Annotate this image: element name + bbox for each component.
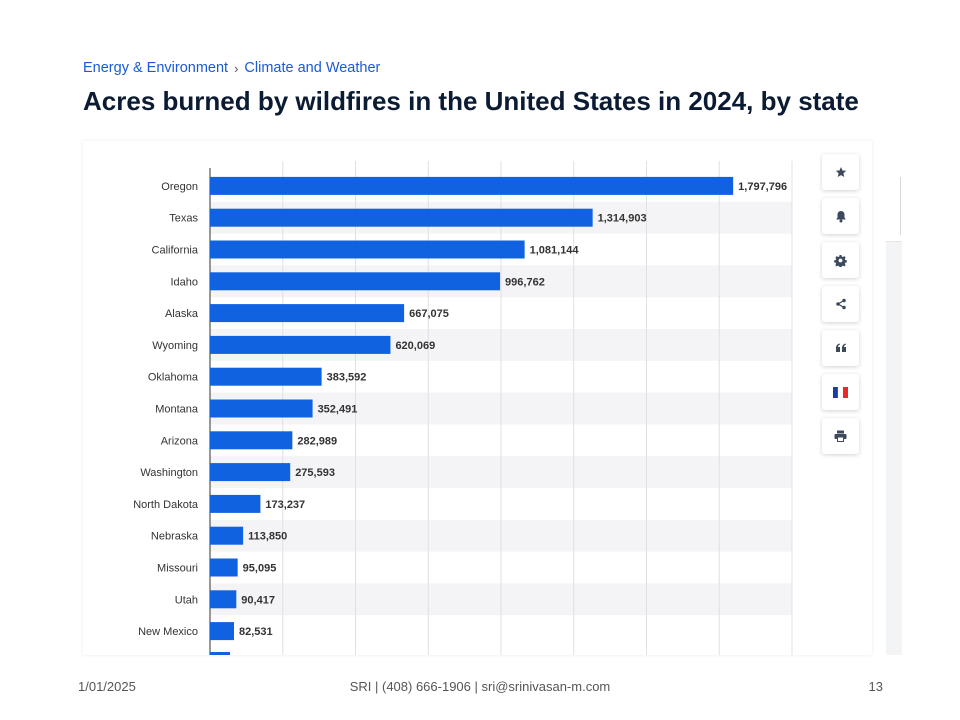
print-button[interactable] (822, 418, 859, 454)
print-icon (834, 430, 847, 442)
bar (210, 622, 235, 641)
bar (210, 335, 391, 354)
data-label: 1,081,144 (530, 245, 580, 257)
data-label: 383,592 (327, 372, 367, 384)
bar (210, 590, 237, 609)
bar (210, 176, 734, 195)
notification-button[interactable] (822, 198, 859, 234)
data-label: 90,417 (241, 594, 275, 606)
gear-icon (834, 254, 847, 267)
bar (210, 240, 525, 259)
data-label: 667,075 (409, 308, 449, 320)
chart-card: Oregon 1,797,796 Texas 1,314,903 California 1… (83, 141, 872, 655)
category-label: North Dakota (133, 499, 199, 511)
french-flag-icon (833, 386, 848, 398)
bar (210, 208, 593, 227)
share-icon (835, 298, 847, 310)
side-panel (886, 141, 903, 655)
category-label: Montana (155, 404, 199, 416)
data-label: 82,531 (239, 626, 273, 638)
footer-contact: SRI | (408) 666-1906 | sri@srinivasan-m.… (349, 679, 611, 694)
data-label: 275,593 (295, 467, 335, 479)
data-label: 113,850 (248, 531, 287, 543)
share-button[interactable] (822, 286, 859, 322)
quote-icon (835, 343, 847, 353)
category-label: Utah (175, 594, 198, 606)
category-label: Oregon (161, 181, 198, 193)
side-panel-divider (900, 177, 903, 235)
bar (210, 526, 244, 545)
data-label: 282,989 (297, 435, 337, 447)
favorite-button[interactable] (822, 154, 859, 190)
settings-button[interactable] (822, 242, 859, 278)
bar (210, 272, 501, 291)
cite-button[interactable] (822, 330, 859, 366)
language-button[interactable] (822, 374, 859, 410)
side-panel-box (886, 141, 902, 242)
breadcrumb-energy-environment[interactable]: Energy & Environment (83, 60, 229, 76)
category-label: California (152, 245, 199, 257)
category-label: Washington (140, 467, 198, 479)
bar (210, 367, 322, 386)
bar-chart: Oregon 1,797,796 Texas 1,314,903 California 1… (133, 161, 793, 655)
category-label: Oklahoma (148, 372, 199, 384)
breadcrumb-separator: › (234, 60, 239, 76)
bar (210, 304, 405, 323)
star-icon (835, 166, 847, 178)
category-label: New Mexico (138, 626, 198, 638)
category-label: Arizona (161, 435, 199, 447)
category-label: Texas (169, 213, 198, 225)
category-label: Wyoming (152, 340, 198, 352)
breadcrumb: Energy & Environment › Climate and Weath… (83, 60, 380, 76)
data-label: 95,095 (243, 563, 277, 575)
category-label: Missouri (157, 563, 198, 575)
data-label: 996,762 (505, 276, 545, 288)
bar (210, 494, 261, 513)
bar (210, 463, 291, 482)
bell-icon (835, 210, 847, 223)
chart-toolbar (822, 154, 859, 454)
bar (210, 431, 293, 450)
category-label: Idaho (170, 276, 198, 288)
footer-page-number: 13 (868, 679, 883, 694)
page-title: Acres burned by wildfires in the United … (83, 86, 859, 116)
data-label: 1,314,903 (598, 213, 647, 225)
breadcrumb-climate-weather[interactable]: Climate and Weather (244, 60, 381, 76)
category-label: Alaska (165, 308, 199, 320)
data-label: 1,797,796 (738, 181, 787, 193)
data-label: 173,237 (265, 499, 305, 511)
bar (210, 558, 238, 577)
category-label: Nebraska (151, 531, 199, 543)
data-label: 620,069 (395, 340, 435, 352)
bar (210, 399, 313, 418)
footer-date: 1/01/2025 (78, 679, 136, 694)
bar-partial (210, 652, 230, 655)
data-label: 352,491 (318, 404, 358, 416)
